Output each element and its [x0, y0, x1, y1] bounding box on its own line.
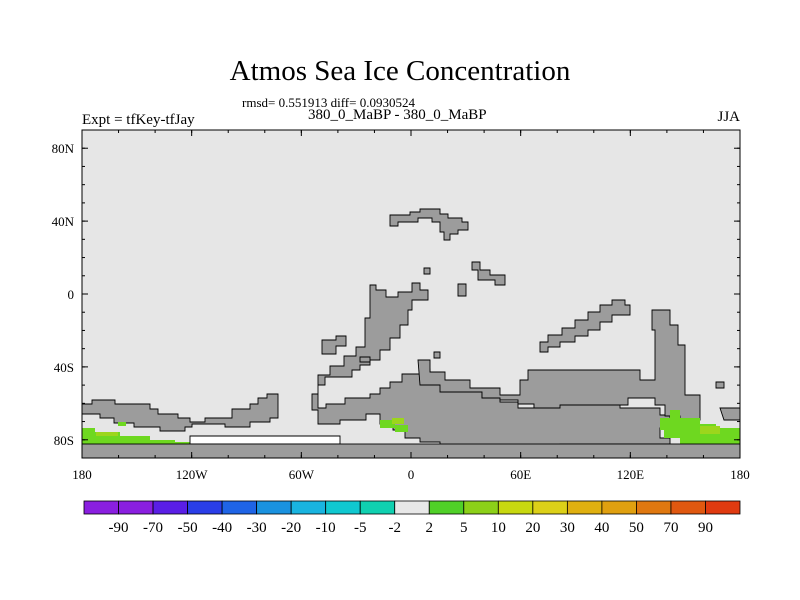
colorbar-swatch: [325, 500, 361, 515]
land-africa-eurasia: [417, 309, 701, 421]
case-label: 380_0_MaBP - 380_0_MaBP: [308, 107, 487, 123]
colorbar-swatch: [152, 500, 188, 515]
colorbar-swatch: [83, 500, 119, 515]
colorbar-swatch: [636, 500, 672, 515]
land-islet-g: [359, 356, 371, 363]
land-asia-island: [539, 299, 631, 353]
colorbar-label: 70: [663, 520, 678, 536]
y-tick-label: 40S: [54, 360, 74, 375]
land-islet-b: [457, 283, 467, 297]
land-islet-e: [433, 351, 441, 359]
colorbar-swatch: [256, 500, 292, 515]
colorbar-label: 50: [629, 520, 644, 536]
colorbar-swatch: [532, 500, 568, 515]
diff-patch-centre: [380, 420, 408, 432]
colorbar-label: -10: [316, 520, 336, 536]
colorbar-swatch: [187, 500, 223, 515]
colorbar: [83, 500, 741, 515]
colorbar-label: -30: [247, 520, 267, 536]
land-islet-f: [715, 381, 725, 389]
x-tick-label: 60E: [510, 467, 531, 482]
y-axis-labels: 80N 40N 0 40S 80S: [52, 141, 75, 448]
x-tick-label: 60W: [289, 467, 315, 482]
colorbar-label: -90: [109, 520, 129, 536]
land-antarctica-west: [81, 393, 279, 432]
colorbar-label: 40: [594, 520, 609, 536]
season-label: JJA: [717, 109, 740, 125]
colorbar-swatch: [118, 500, 154, 515]
land-islet-a: [471, 261, 506, 286]
colorbar-swatch: [463, 500, 499, 515]
y-tick-label: 40N: [52, 214, 75, 229]
colorbar-swatch: [394, 500, 430, 515]
stats-label: rmsd= 0.551913 diff= 0.0930524: [242, 95, 415, 110]
diff-patch-east-light: [700, 426, 720, 434]
x-axis-ticks: [81, 130, 741, 458]
antarctica-white: [189, 435, 341, 445]
colorbar-swatch: [428, 500, 465, 515]
colorbar-swatch: [221, 500, 258, 515]
colorbar-label: 2: [426, 520, 434, 536]
colorbar-label: -5: [354, 520, 367, 536]
diff-patch-west-light: [96, 432, 118, 436]
colorbar-label: -50: [178, 520, 198, 536]
experiment-label: Expt = tfKey-tfJay: [82, 112, 195, 128]
antarctica-shelf: [189, 435, 341, 445]
land-mask: [81, 208, 741, 449]
colorbar-label: -40: [212, 520, 232, 536]
colorbar-labels: -90 -70 -50 -40 -30 -20 -10 -5 -2 2 5 10 20 30 40 50 70 9…: [109, 520, 713, 536]
x-axis-labels: 180 120W 60W 0 60E 120E 180: [72, 467, 750, 482]
colorbar-label: -20: [281, 520, 301, 536]
x-tick-label: 180: [730, 467, 750, 482]
land-islet-d: [423, 267, 431, 275]
x-tick-label: 120W: [176, 467, 209, 482]
colorbar-swatch: [359, 500, 396, 515]
colorbar-swatch: [601, 500, 637, 515]
colorbar-swatch: [497, 500, 534, 515]
colorbar-swatch: [290, 500, 327, 515]
colorbar-label: 10: [491, 520, 506, 536]
colorbar-label: -70: [143, 520, 163, 536]
colorbar-label: 90: [698, 520, 713, 536]
land-north-cluster: [389, 208, 469, 241]
y-tick-label: 0: [68, 287, 75, 302]
y-tick-label: 80N: [52, 141, 75, 156]
y-tick-label: 80S: [54, 433, 74, 448]
colorbar-label: -2: [388, 520, 401, 536]
diff-patch-centre-light: [392, 418, 404, 424]
colorbar-swatch: [705, 500, 741, 515]
chart-title: Atmos Sea Ice Concentration: [229, 55, 571, 87]
diff-patch-dot: [118, 422, 126, 426]
x-tick-label: 0: [408, 467, 415, 482]
colorbar-swatch: [566, 500, 603, 515]
land-islet-c: [321, 335, 347, 355]
x-tick-label: 120E: [617, 467, 645, 482]
land-east-margin: [719, 407, 741, 421]
colorbar-swatch: [670, 500, 706, 515]
colorbar-label: 30: [560, 520, 575, 536]
y-axis-ticks: [82, 129, 740, 459]
colorbar-label: 20: [525, 520, 540, 536]
colorbar-label: 5: [460, 520, 468, 536]
x-tick-label: 180: [72, 467, 92, 482]
